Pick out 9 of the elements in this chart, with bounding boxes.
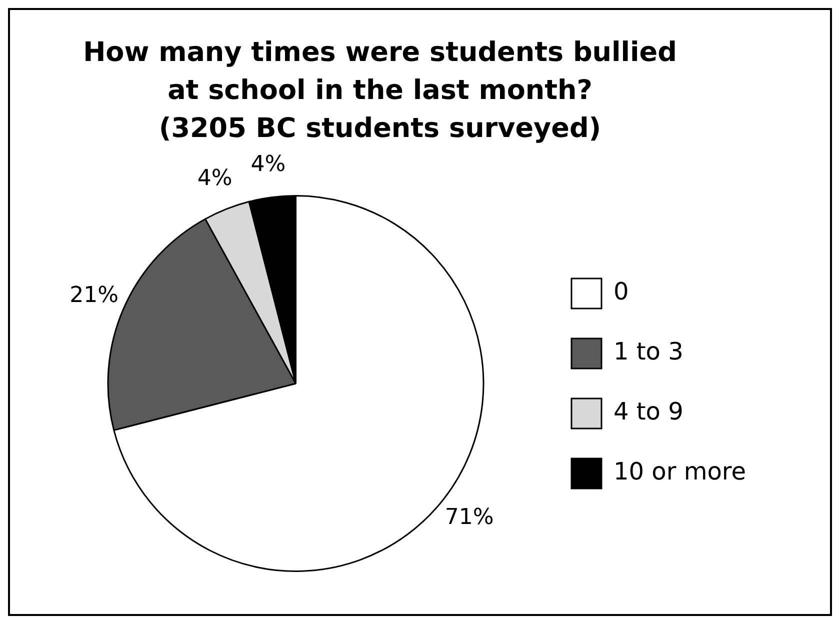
legend-label: 4 to 9	[613, 398, 684, 426]
data-label: 21%	[70, 282, 119, 308]
legend-label: 1 to 3	[613, 338, 684, 366]
data-label: 4%	[197, 166, 232, 191]
data-label: 71%	[444, 504, 494, 530]
chart-title: How many times were students bullied at school in the last month? (3205 BC students surveyed)	[82, 36, 678, 146]
data-label: 4%	[250, 152, 286, 178]
legend-label: 0	[613, 278, 629, 306]
legend-label: 10 or more	[613, 458, 746, 486]
